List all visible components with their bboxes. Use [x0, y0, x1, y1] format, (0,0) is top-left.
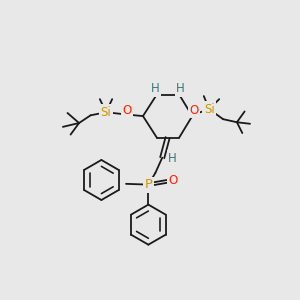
Text: H: H: [176, 82, 185, 95]
Text: Si: Si: [100, 106, 111, 119]
Text: O: O: [189, 104, 198, 117]
Text: P: P: [144, 178, 152, 191]
Text: Si: Si: [204, 103, 214, 116]
Text: O: O: [122, 104, 131, 117]
Text: O: O: [169, 174, 178, 187]
Text: H: H: [151, 82, 160, 95]
Text: H: H: [168, 152, 177, 165]
